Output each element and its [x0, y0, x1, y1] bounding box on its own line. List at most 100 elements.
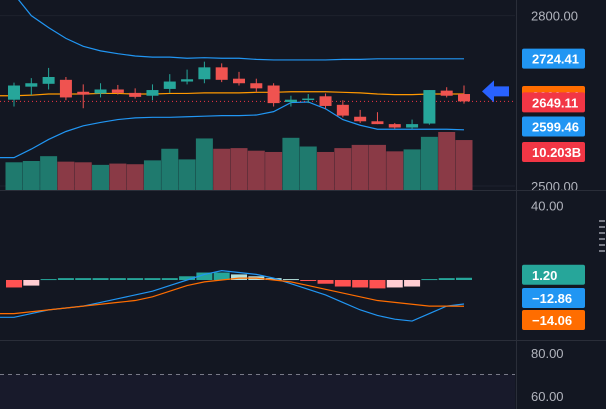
macd-histogram-bar — [317, 280, 334, 284]
macd-histogram-bar — [109, 278, 126, 280]
bollinger-lower-line — [0, 101, 465, 159]
candle[interactable] — [440, 87, 453, 98]
candle-body — [458, 94, 470, 102]
candle[interactable] — [181, 69, 194, 85]
volume-bar — [455, 140, 473, 190]
bollinger-basis-line — [0, 91, 464, 97]
volume-bar — [40, 156, 58, 190]
macd-histogram-bar — [179, 276, 196, 280]
macd-histogram-bar — [144, 278, 161, 280]
candle[interactable] — [336, 100, 349, 118]
candle[interactable] — [267, 83, 280, 107]
macd-histogram-bar — [6, 280, 22, 288]
rsi-band-fill — [0, 374, 515, 409]
candle[interactable] — [163, 74, 176, 93]
volume-badge-bg — [522, 142, 585, 162]
macd-tick-label: 40.00 — [531, 198, 564, 213]
last-price-arrow-icon — [482, 80, 509, 103]
macd-histogram-bar — [40, 279, 57, 281]
macd-histogram-bar — [369, 280, 386, 289]
volume-bar — [386, 151, 404, 190]
grip-line — [599, 226, 605, 228]
candle-body — [250, 83, 263, 89]
upper-band-badge: 2724.41 — [522, 48, 585, 69]
price-tick-label: 2500.00 — [531, 179, 578, 194]
candle[interactable] — [250, 78, 263, 92]
candle-body — [319, 96, 332, 106]
candle-body — [440, 90, 453, 96]
candle[interactable] — [388, 122, 401, 129]
macd-pane[interactable] — [0, 270, 472, 322]
candle[interactable] — [146, 84, 159, 101]
candle[interactable] — [94, 83, 107, 98]
macd-histogram-bar — [57, 278, 74, 280]
candle-body — [129, 92, 142, 97]
candle-body — [215, 67, 228, 80]
macd-histogram-bar — [438, 278, 455, 280]
volume-bar — [178, 159, 196, 190]
candle[interactable] — [129, 88, 142, 99]
macd-histogram-bar — [23, 280, 40, 286]
candle[interactable] — [406, 119, 419, 130]
macd-histogram-bar — [334, 280, 351, 287]
macd-histogram-bar — [213, 272, 230, 280]
candle[interactable] — [284, 95, 297, 107]
candle[interactable] — [423, 90, 436, 125]
candle-body — [198, 67, 211, 80]
candle-body — [336, 104, 349, 116]
macd-histogram-bar — [352, 280, 369, 288]
candle[interactable] — [354, 109, 367, 123]
volume-bar — [403, 149, 421, 190]
volume-bar — [126, 164, 144, 190]
macd-value-badge-bg — [522, 288, 585, 308]
price-pane[interactable] — [0, 0, 515, 190]
candle[interactable] — [25, 78, 38, 96]
price-scale[interactable]: 2800.002500.002724.412661.942649.112599.… — [522, 9, 585, 404]
volume-bar — [368, 144, 386, 190]
macd-histogram-bar — [421, 279, 438, 281]
candle[interactable] — [198, 61, 211, 84]
macd-histogram-badge-label: 1.20 — [532, 268, 557, 283]
candle-body — [111, 89, 124, 93]
lower-band-badge: 2599.46 — [522, 116, 585, 137]
volume-bar — [334, 148, 352, 190]
scale-grip-icon[interactable] — [599, 220, 605, 252]
candle[interactable] — [302, 94, 315, 104]
macd-histogram-bar — [161, 278, 178, 280]
volume-badge: 10.203B — [522, 142, 585, 162]
candle[interactable] — [77, 84, 90, 109]
volume-bar — [420, 136, 438, 190]
candle-body — [42, 76, 55, 84]
upper-band-badge-bg — [522, 48, 585, 69]
volume-bar — [213, 148, 231, 190]
candle[interactable] — [233, 71, 245, 86]
candle[interactable] — [111, 84, 124, 95]
candle[interactable] — [458, 85, 470, 104]
rsi-tick-label: 60.00 — [531, 389, 564, 404]
candle[interactable] — [371, 112, 384, 125]
volume-bar — [109, 163, 127, 190]
volume-bar — [317, 151, 335, 190]
candle[interactable] — [59, 76, 72, 101]
volume-bar — [74, 162, 92, 190]
candle[interactable] — [319, 93, 332, 109]
candle-body — [267, 85, 280, 104]
volume-bar — [351, 144, 369, 190]
last-price-badge: 2649.11 — [522, 92, 585, 113]
macd-value-badge: −12.86 — [522, 288, 585, 308]
volume-bar — [22, 161, 40, 190]
candle[interactable] — [42, 67, 55, 90]
rsi-pane[interactable] — [0, 374, 515, 409]
candle-body — [233, 78, 245, 84]
volume-bar — [247, 150, 265, 190]
candle[interactable] — [8, 82, 20, 107]
macd-histogram-bar — [386, 280, 403, 288]
macd-histogram-bar — [404, 280, 421, 287]
signal-value-badge-label: −14.06 — [532, 313, 572, 328]
lower-band-badge-bg — [522, 116, 585, 137]
candle-body — [163, 81, 176, 89]
macd-histogram-bar — [92, 278, 109, 280]
candle-body — [284, 99, 297, 102]
candle[interactable] — [215, 63, 228, 83]
